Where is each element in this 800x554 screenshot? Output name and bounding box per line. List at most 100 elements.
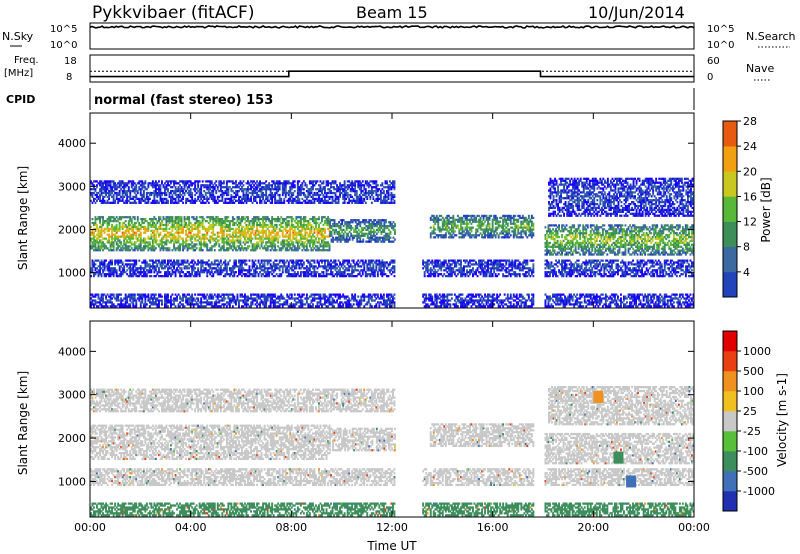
echo-cell xyxy=(304,231,307,234)
echo-cell xyxy=(260,225,263,229)
echo-cell xyxy=(502,222,505,225)
echo-cell xyxy=(322,195,325,199)
echo-cell xyxy=(341,219,344,222)
echo-cell xyxy=(198,221,201,225)
echo-cell xyxy=(353,230,356,234)
echo-cell xyxy=(550,251,553,254)
echo-cell xyxy=(665,234,668,237)
echo-cell xyxy=(177,220,180,223)
echo-cell xyxy=(238,239,240,242)
echo-cell xyxy=(469,236,471,239)
echo-cell xyxy=(228,229,231,232)
echo-cell xyxy=(186,182,189,185)
echo-cell xyxy=(197,229,200,232)
echo-cell xyxy=(662,239,665,243)
echo-cell xyxy=(241,220,243,223)
echo-cell xyxy=(346,186,349,189)
echo-cell xyxy=(100,239,103,242)
echo-cell xyxy=(440,218,443,221)
echo-cell xyxy=(108,249,111,252)
echo-cell xyxy=(544,241,547,245)
echo-cell xyxy=(231,233,234,236)
echo-cell xyxy=(245,235,248,238)
echo-cell xyxy=(162,199,165,202)
echo-cell xyxy=(639,230,642,233)
echo-cell xyxy=(368,219,371,222)
echo-cell xyxy=(336,236,339,239)
echo-cell xyxy=(629,230,632,233)
echo-cell xyxy=(344,238,347,241)
echo-cell xyxy=(651,239,654,243)
echo-cell xyxy=(115,249,118,252)
echo-cell xyxy=(129,245,132,248)
echo-cell xyxy=(129,241,132,244)
echo-cell xyxy=(247,245,249,248)
echo-cell xyxy=(383,225,386,228)
echo-cell xyxy=(242,218,245,221)
echo-cell xyxy=(308,191,311,195)
echo-cell xyxy=(221,223,224,227)
echo-cell xyxy=(212,233,215,236)
echo-cell xyxy=(105,182,108,185)
echo-cell xyxy=(102,223,105,227)
echo-cell xyxy=(236,216,239,219)
echo-cell xyxy=(656,249,659,252)
echo-cell xyxy=(307,221,310,225)
echo-cell xyxy=(432,216,435,220)
echo-cell xyxy=(245,216,248,219)
echo-cell xyxy=(222,186,225,189)
echo-cell xyxy=(352,188,355,191)
echo-cell xyxy=(362,238,365,241)
echo-cell xyxy=(494,228,497,231)
echo-cell xyxy=(550,232,553,235)
echo-cell xyxy=(481,222,484,225)
echo-cell xyxy=(192,227,195,231)
echo-cell xyxy=(180,218,183,221)
echo-cell xyxy=(130,225,133,229)
echo-cell xyxy=(339,240,342,243)
echo-cell xyxy=(318,239,320,242)
echo-cell xyxy=(130,182,133,185)
echo-cell xyxy=(201,193,204,197)
echo-cell xyxy=(228,233,231,236)
echo-cell xyxy=(339,234,342,237)
echo-cell xyxy=(609,249,612,252)
echo-cell xyxy=(253,225,256,229)
echo-cell xyxy=(638,245,641,248)
echo-cell xyxy=(302,247,305,250)
echo-cell xyxy=(686,224,689,227)
echo-cell xyxy=(173,184,176,187)
echo-cell xyxy=(162,229,165,232)
echo-cell xyxy=(305,201,308,204)
echo-cell xyxy=(191,245,194,248)
echo-cell xyxy=(233,191,236,195)
echo-cell xyxy=(434,218,437,221)
echo-cell xyxy=(683,228,686,231)
echo-cell xyxy=(453,224,456,227)
echo-cell xyxy=(296,199,299,202)
echo-cell xyxy=(354,234,357,237)
echo-cell xyxy=(549,241,551,245)
echo-cell xyxy=(180,225,183,229)
echo-cell xyxy=(550,230,553,233)
echo-cell xyxy=(141,220,144,223)
echo-cell xyxy=(381,238,384,241)
echo-cell xyxy=(111,188,114,191)
echo-cell xyxy=(156,184,159,187)
echo-cell xyxy=(553,243,556,246)
echo-cell xyxy=(466,226,468,229)
echo-cell xyxy=(595,226,598,229)
echo-cell xyxy=(497,236,500,239)
echo-cell xyxy=(660,251,663,254)
echo-cell xyxy=(274,220,277,223)
echo-cell xyxy=(142,245,145,248)
echo-cell xyxy=(102,237,105,240)
echo-cell xyxy=(570,226,573,229)
echo-cell xyxy=(470,214,473,218)
echo-cell xyxy=(582,234,585,237)
echo-cell xyxy=(197,184,200,187)
echo-cell xyxy=(210,225,213,229)
echo-cell xyxy=(227,188,230,191)
echo-cell xyxy=(487,236,490,239)
echo-cell xyxy=(338,221,341,224)
